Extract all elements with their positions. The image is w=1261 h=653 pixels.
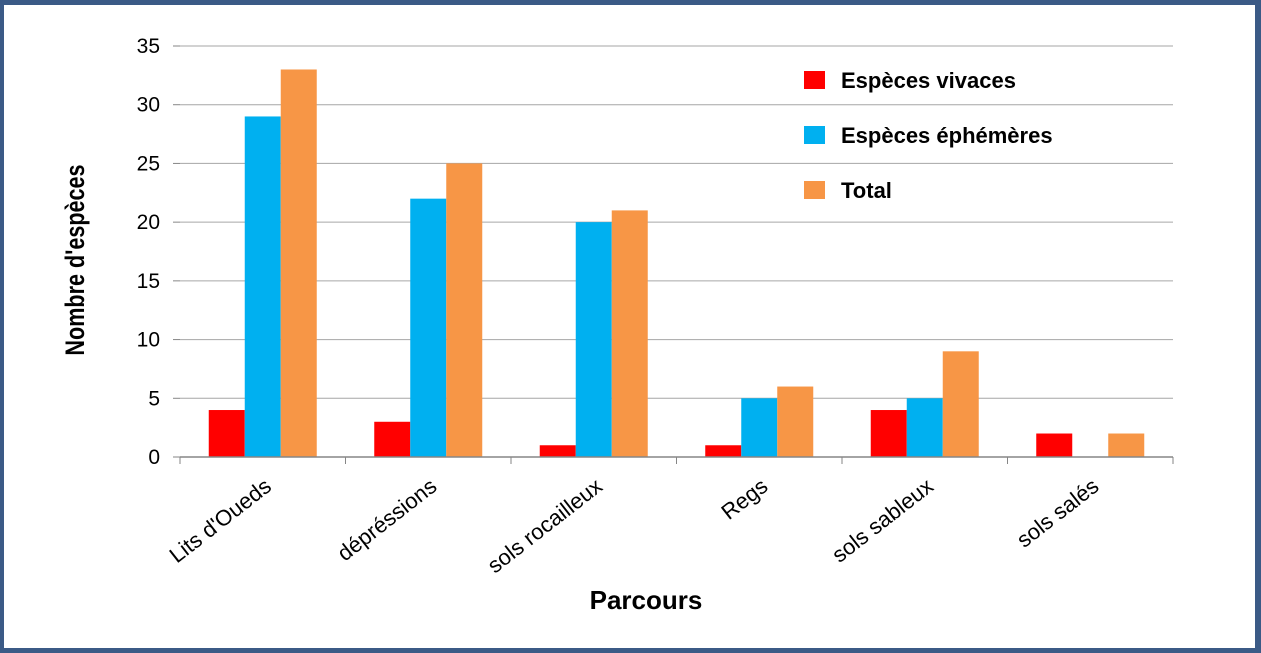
legend-label: Total: [841, 178, 892, 203]
x-category-label: Regs: [716, 473, 772, 524]
bars: [208, 69, 1145, 457]
y-axis-title: Nombre d'espèces: [61, 164, 91, 355]
bar-total-0: [280, 69, 317, 457]
bar-esp-ces-ph-m-res-3: [741, 398, 778, 457]
y-tick-label: 20: [137, 211, 160, 234]
bar-total-2: [611, 210, 648, 457]
y-tick-label: 10: [137, 329, 160, 352]
bar-esp-ces-vivaces-2: [539, 445, 576, 457]
y-tick-label: 15: [137, 270, 160, 293]
y-tick-label: 0: [148, 446, 160, 469]
legend: Espèces vivaces Espèces éphémères Total: [804, 68, 1053, 203]
legend-swatch: [804, 181, 825, 199]
bar-total-3: [777, 386, 814, 457]
x-axis-title: Parcours: [590, 585, 703, 615]
y-tick-label: 30: [137, 94, 160, 117]
y-axis-ticks: 0 5 10 15 20 25 30 35: [137, 35, 180, 469]
legend-swatch: [804, 71, 825, 89]
y-tick-label: 35: [137, 35, 160, 58]
x-axis-categories: Lits d'Oueds dépréssions sols rocailleux Re…: [165, 473, 1104, 578]
bar-total-5: [1108, 433, 1145, 457]
x-category-label: dépréssions: [332, 473, 441, 566]
x-axis: [179, 456, 1174, 464]
bar-total-4: [942, 351, 979, 457]
legend-label: Espèces vivaces: [841, 68, 1016, 93]
x-category-label: sols rocailleux: [483, 473, 607, 578]
bar-esp-ces-ph-m-res-1: [410, 198, 447, 457]
x-category-label: Lits d'Oueds: [165, 473, 276, 568]
x-category-label: sols sableux: [827, 473, 938, 567]
bar-esp-ces-vivaces-1: [374, 421, 411, 457]
x-category-label: sols salés: [1012, 473, 1104, 552]
bar-esp-ces-vivaces-5: [1036, 433, 1073, 457]
y-tick-label: 5: [148, 387, 160, 410]
legend-label: Espèces éphémères: [841, 123, 1053, 148]
bar-esp-ces-ph-m-res-2: [575, 222, 612, 457]
bar-esp-ces-vivaces-3: [705, 445, 742, 457]
bar-esp-ces-ph-m-res-4: [906, 398, 943, 457]
bar-total-1: [446, 163, 483, 457]
bar-chart: 0 5 10 15 20 25 30 35 Lits d'Oueds dépréssions so…: [61, 35, 1174, 615]
legend-swatch: [804, 126, 825, 144]
bar-esp-ces-vivaces-0: [208, 410, 245, 457]
bar-esp-ces-ph-m-res-0: [244, 116, 281, 457]
bar-esp-ces-vivaces-4: [870, 410, 907, 457]
y-tick-label: 25: [137, 152, 160, 175]
gridlines: [180, 45, 1173, 399]
